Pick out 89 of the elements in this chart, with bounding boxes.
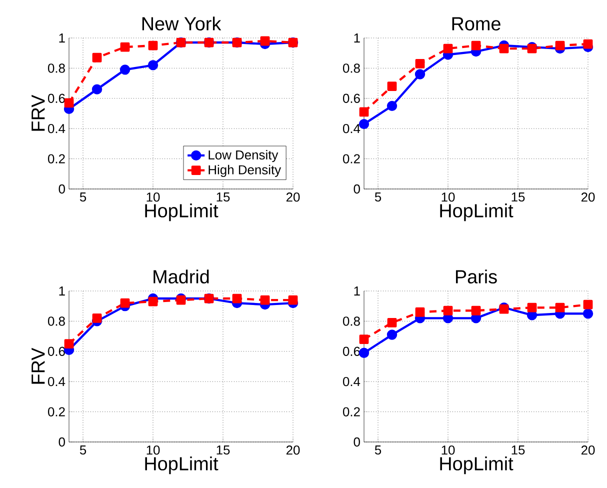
point bbox=[583, 39, 593, 49]
x-tick-label: 5 bbox=[80, 446, 86, 455]
point bbox=[92, 313, 102, 323]
point bbox=[120, 298, 130, 308]
y-tick-label: 0.8 bbox=[342, 64, 360, 73]
y-tick-label: 0.2 bbox=[48, 154, 65, 164]
y-tick-label: 0.2 bbox=[342, 407, 360, 416]
legend-label: High Density bbox=[208, 164, 282, 177]
y-tick-label: 0.8 bbox=[48, 316, 65, 326]
point bbox=[387, 82, 397, 92]
point bbox=[148, 60, 158, 70]
x-tick-label: 15 bbox=[216, 192, 230, 202]
point bbox=[148, 40, 158, 50]
y-tick-label: 0 bbox=[354, 437, 360, 447]
x-axis-title: HopLimit bbox=[440, 456, 514, 474]
y-axis-title: FRV bbox=[32, 348, 45, 384]
x-tick-label: 10 bbox=[146, 446, 160, 455]
x-tick-label: 5 bbox=[374, 446, 382, 455]
chart-title: Paris bbox=[456, 270, 497, 284]
y-tick-label: 0.4 bbox=[48, 376, 66, 386]
chart-title: Rome bbox=[452, 17, 500, 30]
point bbox=[64, 98, 74, 108]
point bbox=[582, 308, 594, 319]
point bbox=[414, 69, 426, 80]
point bbox=[443, 306, 453, 316]
x-tick-label: 20 bbox=[581, 192, 595, 202]
y-tick-label: 0.6 bbox=[48, 346, 65, 356]
y-tick-label: 0.6 bbox=[342, 94, 360, 103]
point bbox=[471, 40, 481, 50]
point bbox=[527, 302, 537, 312]
x-tick-label: 5 bbox=[374, 192, 382, 202]
y-tick-label: 1 bbox=[354, 34, 360, 42]
point bbox=[555, 302, 565, 312]
x-tick-label: 10 bbox=[146, 192, 160, 202]
point bbox=[92, 84, 102, 94]
point bbox=[386, 100, 398, 112]
y-axis-title: FRV bbox=[32, 94, 45, 131]
y-tick-label: 0.4 bbox=[342, 124, 360, 134]
x-axis-title: HopLimit bbox=[440, 204, 514, 222]
y-tick-label: 1 bbox=[59, 34, 65, 42]
y-tick-label: 0.2 bbox=[48, 407, 65, 416]
y-tick-label: 0 bbox=[58, 437, 65, 447]
point bbox=[358, 348, 370, 358]
y-tick-label: 1 bbox=[354, 286, 360, 296]
point bbox=[386, 330, 398, 340]
y-tick-label: 0.8 bbox=[342, 316, 360, 326]
point bbox=[415, 58, 425, 68]
legend-label: Low Density bbox=[208, 150, 278, 162]
point bbox=[358, 118, 370, 130]
y-tick-label: 0.6 bbox=[342, 346, 360, 356]
point bbox=[359, 107, 369, 117]
point bbox=[92, 52, 102, 62]
y-tick-label: 1 bbox=[59, 286, 65, 296]
x-tick-label: 20 bbox=[286, 446, 300, 455]
point bbox=[499, 44, 509, 54]
x-tick-label: 15 bbox=[216, 446, 230, 455]
x-tick-label: 10 bbox=[442, 192, 455, 202]
chart-title: New York bbox=[142, 16, 222, 30]
x-axis-title: HopLimit bbox=[145, 456, 218, 474]
point bbox=[288, 295, 298, 305]
point bbox=[148, 296, 158, 306]
x-axis-title: HopLimit bbox=[145, 204, 218, 222]
y-tick-label: 0.4 bbox=[48, 124, 66, 134]
y-tick-label: 0.2 bbox=[342, 154, 360, 164]
point bbox=[443, 44, 453, 54]
y-tick-label: 0 bbox=[354, 184, 360, 194]
point bbox=[120, 42, 130, 52]
point bbox=[555, 40, 565, 50]
chart-title: Madrid bbox=[154, 270, 209, 284]
x-tick-label: 20 bbox=[581, 446, 595, 455]
x-tick-label: 10 bbox=[442, 446, 455, 455]
y-tick-label: 0.4 bbox=[342, 376, 360, 386]
x-tick-label: 5 bbox=[80, 192, 86, 202]
x-tick-label: 15 bbox=[512, 446, 525, 455]
point bbox=[359, 334, 369, 344]
y-tick-label: 0.8 bbox=[48, 64, 65, 73]
point bbox=[387, 318, 397, 328]
point bbox=[583, 300, 593, 310]
point bbox=[471, 306, 481, 316]
point bbox=[415, 307, 425, 317]
x-tick-label: 15 bbox=[512, 192, 525, 202]
point bbox=[64, 339, 74, 349]
y-tick-label: 0.6 bbox=[48, 94, 65, 103]
point bbox=[232, 294, 242, 304]
point bbox=[260, 295, 270, 305]
y-tick-label: 0 bbox=[58, 184, 65, 194]
point bbox=[120, 64, 130, 75]
point bbox=[260, 36, 270, 46]
x-tick-label: 20 bbox=[286, 192, 300, 202]
